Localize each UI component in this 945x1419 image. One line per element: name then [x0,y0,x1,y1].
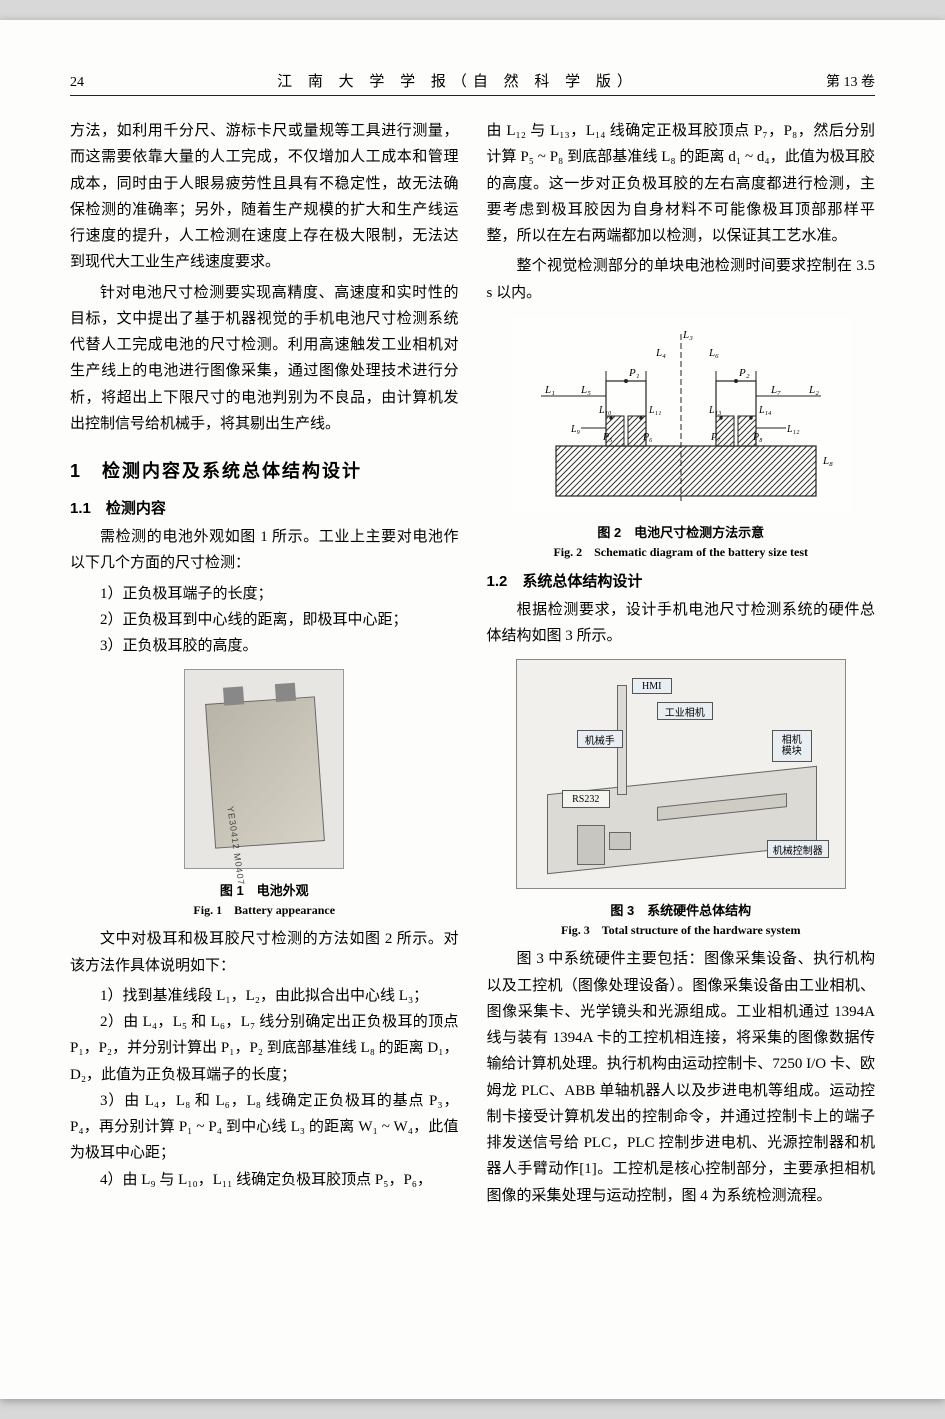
fig2-label-L11: L₁₁ [648,405,662,416]
figure-2-caption-en: Fig. 2 Schematic diagram of the battery … [487,543,876,560]
fig2-label-L2: L₂ [808,384,819,396]
para-right-2: 整个视觉检测部分的单块电池检测时间要求控制在 3.5 s 以内。 [487,253,876,306]
para-1-2-lead: 根据检测要求，设计手机电池尺寸检测系统的硬件总体结构如图 3 所示。 [487,597,876,650]
figure-1-image: YE30412 M0407 [184,669,344,869]
figure-1-caption-en: Fig. 1 Battery appearance [70,901,459,918]
right-column: 由 L₁₂ 与 L₁₃，L₁₄ 线确定正极耳胶顶点 P₇，P₈，然后分别计算 P… [487,118,876,1213]
fig2-label-P6: P₆ [642,432,653,443]
fig2-label-L8: L₈ [822,455,833,467]
fig2-label-L3: L₃ [682,329,693,341]
section-1-2-heading: 1.2 系统总体结构设计 [487,570,876,591]
figure-1-caption-cn: 图 1 电池外观 [70,880,459,899]
section-1-1-heading: 1.1 检测内容 [70,497,459,518]
hmi-label: HMI [632,678,672,694]
camera-module-label: 相机 模块 [772,730,812,762]
method-step-1: 1）找到基准线段 L₁，L₂，由此拟合出中心线 L₃； [70,983,459,1009]
fig2-label-L14: L₁₄ [758,405,772,416]
battery-tab-right-icon [275,683,296,702]
figure-3-diagram: HMI 工业相机 机械手 相机 模块 RS232 机械控制器 [516,659,846,889]
robot-arm-label: 机械手 [577,730,623,748]
fig2-label-P2: P₂ [738,367,750,379]
figure-1: YE30412 M0407 图 1 电池外观 Fig. 1 Battery ap… [70,669,459,918]
method-step-4: 4）由 L₉ 与 L₁₀，L₁₁ 线确定负极耳胶顶点 P₅，P₆， [70,1167,459,1193]
page-header: 24 江 南 大 学 学 报（自 然 科 学 版） 第 13 卷 [70,70,875,96]
fig2-label-L1: L₁ [544,384,555,396]
two-column-layout: 方法，如利用千分尺、游标卡尺或量规等工具进行测量，而这需要依靠大量的人工完成，不… [70,118,875,1213]
left-column: 方法，如利用千分尺、游标卡尺或量规等工具进行测量，而这需要依靠大量的人工完成，不… [70,118,459,1213]
camera-label: 工业相机 [657,702,713,720]
page-number: 24 [70,75,130,91]
fig2-label-P7: P₇ [710,432,721,443]
fig2-label-P8: P₈ [752,432,763,443]
list-item-1: 1）正负极耳端子的长度； [70,581,459,607]
figure-3: HMI 工业相机 机械手 相机 模块 RS232 机械控制器 [487,659,876,938]
para-method-lead: 文中对极耳和极耳胶尺寸检测的方法如图 2 所示。对该方法作具体说明如下： [70,926,459,979]
fig2-label-P1: P₁ [628,367,640,379]
figure-3-caption-en: Fig. 3 Total structure of the hardware s… [487,921,876,938]
fig2-label-L7: L₇ [770,384,781,396]
pc-monitor-icon [609,832,631,850]
section-1-heading: 1 检测内容及系统总体结构设计 [70,457,459,483]
list-item-3: 3）正负极耳胶的高度。 [70,633,459,659]
figure-2-diagram: L₃ L₄ L₆ L₁ L₅ L₇ L₂ P₁ P₂ L₁₀ L₁₁ L₁₃ L… [511,316,851,511]
volume-label: 第 13 卷 [785,71,875,91]
para-right-4: 图 3 中系统硬件主要包括：图像采集设备、执行机构以及工控机（图像处理设备）。图… [487,946,876,1209]
para-intro-1: 方法，如利用千分尺、游标卡尺或量规等工具进行测量，而这需要依靠大量的人工完成，不… [70,118,459,276]
fig2-label-L9: L₉ [570,424,581,435]
para-1-1-lead: 需检测的电池外观如图 1 所示。工业上主要对电池作以下几个方面的尺寸检测： [70,524,459,577]
journal-title: 江 南 大 学 学 报（自 然 科 学 版） [130,70,785,91]
figure-2: L₃ L₄ L₆ L₁ L₅ L₇ L₂ P₁ P₂ L₁₀ L₁₁ L₁₃ L… [487,316,876,560]
fig2-label-L10: L₁₀ [598,405,612,416]
method-step-3: 3）由 L₄，L₈ 和 L₆，L₈ 线确定正负极耳的基点 P₃，P₄，再分别计算… [70,1088,459,1167]
list-item-2: 2）正负极耳到中心线的距离，即极耳中心距； [70,607,459,633]
para-right-1: 由 L₁₂ 与 L₁₃，L₁₄ 线确定正极耳胶顶点 P₇，P₈，然后分别计算 P… [487,118,876,249]
battery-body-icon: YE30412 M0407 [205,697,325,849]
fig2-label-L6: L₆ [708,347,719,359]
mech-controller-label: 机械控制器 [767,840,829,858]
pc-tower-icon [577,825,605,865]
fig2-label-L13: L₁₃ [708,405,722,416]
battery-tab-left-icon [223,687,244,706]
page: 24 江 南 大 学 学 报（自 然 科 学 版） 第 13 卷 方法，如利用千… [0,20,945,1399]
fig2-label-P5: P₅ [602,432,613,443]
para-intro-2: 针对电池尺寸检测要实现高精度、高速度和实时性的目标，文中提出了基于机器视觉的手机… [70,280,459,438]
battery-code-label: YE30412 M0407 [226,806,247,887]
method-step-2: 2）由 L₄，L₅ 和 L₆，L₇ 线分别确定出正负极耳的顶点 P₁，P₂，并分… [70,1009,459,1088]
figure-3-caption-cn: 图 3 系统硬件总体结构 [487,900,876,919]
fig2-label-L12: L₁₂ [786,424,800,435]
figure-2-caption-cn: 图 2 电池尺寸检测方法示意 [487,522,876,541]
rs232-label: RS232 [562,790,610,808]
fig2-label-L4: L₄ [655,347,666,359]
fig2-label-L5: L₅ [580,384,591,396]
